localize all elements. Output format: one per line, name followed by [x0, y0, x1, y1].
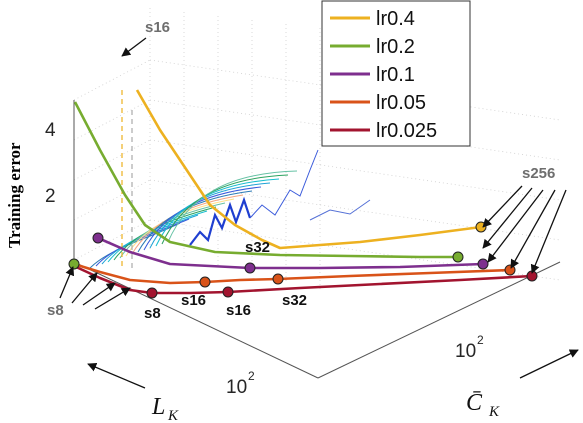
x-right-axis-sub: K [488, 404, 500, 420]
contour-line [125, 198, 235, 257]
x-left-axis-name: L [151, 394, 165, 420]
annotation-s16-top: s16 [145, 19, 170, 36]
legend-label-lr0.2: lr0.2 [376, 36, 415, 58]
y-axis-label: Training error [5, 142, 24, 248]
grid-lines [73, 8, 561, 290]
contour-line [249, 149, 319, 219]
x-left-tick-label: 10 [226, 377, 247, 398]
annotation-s8-left: s8 [47, 302, 64, 319]
contour-line [309, 199, 371, 221]
contour-line [143, 186, 262, 251]
series-marker-lr0.4 [475, 221, 487, 233]
x-right-tick-label: 10 [455, 341, 476, 362]
annotation-s32-upper: s32 [245, 239, 270, 256]
series-marker-lr0.1 [477, 258, 489, 270]
annotation-s32-bottom: s32 [282, 292, 307, 309]
x-left-axis-label: L K [87, 362, 179, 423]
legend-label-lr0.4: lr0.4 [376, 8, 415, 30]
x-right-axis-label: C̄ K [466, 349, 579, 420]
x-right-axis-name: C̄ [466, 390, 483, 416]
contour-line [89, 222, 181, 269]
contour-line [167, 170, 298, 243]
y-axis-ticks: 4 2 [45, 120, 56, 207]
series-marker-lr0.025 [222, 286, 234, 298]
y-tick-label: 4 [45, 120, 56, 141]
legend: lr0.4 lr0.2 lr0.1 lr0.05 lr0.025 [321, 0, 471, 147]
series-line-lr0.4 [135, 89, 482, 250]
contour-line [189, 196, 252, 246]
y-tick-label: 2 [45, 186, 56, 207]
x-right-tick-exp: 2 [477, 333, 484, 347]
series-marker-lr0.05 [199, 276, 211, 288]
series-marker-lr0.05 [504, 264, 516, 276]
contour-line [161, 174, 289, 245]
annotations: s16 s256 s32 s8 s8 s16 s16 s32 [47, 19, 567, 322]
series-line-lr0.1 [97, 236, 484, 270]
series-marker-lr0.025 [146, 287, 158, 299]
series-marker-origin [68, 258, 80, 270]
x-left-axis-sub: K [167, 408, 179, 423]
x-left-ticks: 10 2 [226, 369, 255, 398]
x-left-tick-exp: 2 [248, 369, 255, 383]
series-marker-lr0.1 [92, 232, 104, 244]
axis-box [73, 100, 561, 379]
x-right-ticks: 10 2 [455, 333, 484, 362]
annotation-s16-bottom-b: s16 [226, 302, 251, 319]
series-line-lr0.025 [73, 264, 533, 295]
series-marker-lr0.05 [272, 273, 284, 285]
contour-lines [89, 149, 371, 269]
legend-label-lr0.025: lr0.025 [376, 120, 437, 142]
legend-label-lr0.1: lr0.1 [376, 64, 415, 86]
series-marker-lr0.1 [244, 262, 256, 274]
series-line-lr0.05 [73, 262, 511, 285]
annotation-s256: s256 [522, 165, 555, 182]
legend-label-lr0.05: lr0.05 [376, 92, 426, 114]
series-marker-lr0.2 [452, 251, 464, 263]
dashed-markers [121, 90, 133, 270]
annotation-s8-bottom: s8 [144, 305, 161, 322]
annotation-s16-bottom-a: s16 [181, 292, 206, 309]
series-line-lr0.2 [73, 101, 458, 259]
